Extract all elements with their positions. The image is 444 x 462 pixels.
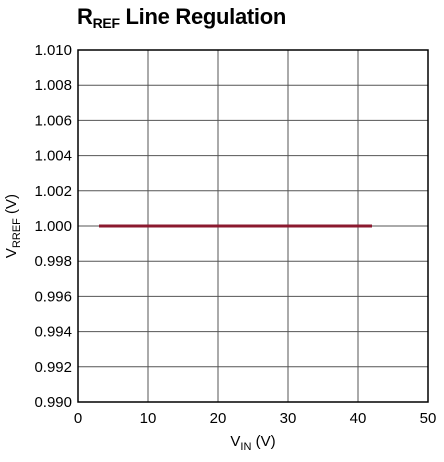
y-tick-label: 1.008 [34,77,72,94]
plot-area-frame [77,49,429,403]
y-tick-label: 0.990 [34,394,72,411]
y-tick-label: 0.994 [34,324,72,341]
x-tick-label: 50 [420,410,437,427]
x-tick-label: 40 [350,410,367,427]
y-tick-label: 1.000 [34,218,72,235]
x-tick-label: 20 [210,410,227,427]
x-axis-ticks: 0 10 20 30 40 50 [74,410,437,427]
y-axis-label: VRREF (V) [3,194,23,258]
x-tick-label: 10 [140,410,157,427]
y-tick-label: 1.002 [34,183,72,200]
x-tick-label: 0 [74,410,82,427]
y-tick-label: 0.996 [34,288,72,305]
y-tick-label: 0.992 [34,359,72,376]
y-axis-ticks: 0.990 0.992 0.994 0.996 0.998 1.000 1.002 1.004… [34,42,72,411]
chart-title: RREF Line Regulation [77,4,287,31]
y-tick-label: 1.006 [34,112,72,129]
x-tick-label: 30 [280,410,297,427]
y-tick-label: 0.998 [34,253,72,270]
y-tick-label: 1.004 [34,148,72,165]
x-axis-label: VIN (V) [230,433,275,453]
y-tick-label: 1.010 [34,42,72,59]
